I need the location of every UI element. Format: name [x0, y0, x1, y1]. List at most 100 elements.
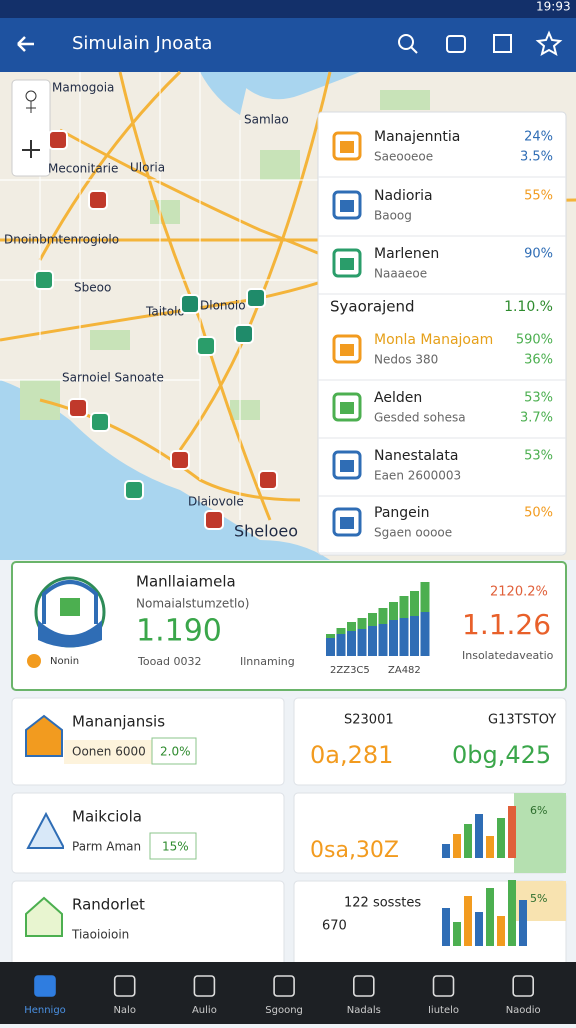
- map-pin[interactable]: [234, 324, 254, 344]
- card-label: 670: [322, 919, 347, 934]
- app-bar: [0, 18, 576, 72]
- map-pin[interactable]: [34, 270, 54, 290]
- map-label: Taitolo: [145, 305, 185, 319]
- map-label: Sbeoo: [74, 281, 111, 295]
- tag: 5%: [530, 892, 547, 905]
- nav-icon[interactable]: [193, 975, 216, 997]
- bar: [347, 622, 356, 631]
- bag-icon[interactable]: [446, 35, 466, 53]
- nav-label[interactable]: Naodio: [506, 1005, 541, 1016]
- list-subtitle: Naaaeoe: [374, 267, 427, 281]
- nav-icon[interactable]: [512, 975, 535, 997]
- bar: [368, 613, 377, 626]
- chip: [64, 835, 144, 859]
- card-title: Randorlet: [72, 896, 145, 914]
- nav-label[interactable]: Nalo: [113, 1005, 136, 1016]
- bar: [486, 836, 494, 858]
- list-title: Aelden: [374, 390, 422, 406]
- bar: [368, 626, 377, 656]
- card-subtitle: Tiaoioioin: [71, 928, 129, 942]
- nav-icon[interactable]: [34, 975, 56, 997]
- card[interactable]: [293, 697, 567, 786]
- bar: [336, 628, 346, 634]
- map-pin[interactable]: [204, 510, 224, 530]
- list-value: 90%: [524, 247, 553, 262]
- list-title: Nadioria: [374, 188, 433, 204]
- note: Tooad 0032: [137, 655, 202, 668]
- map-label: Uloria: [130, 161, 165, 175]
- card-title: Mananjansis: [72, 713, 165, 731]
- chip: [64, 740, 152, 764]
- list-subtitle: Saeooeoe: [374, 150, 433, 164]
- search-icon[interactable]: [398, 34, 414, 50]
- bar: [497, 818, 505, 858]
- nav-icon[interactable]: [113, 975, 136, 997]
- chip: [64, 923, 144, 947]
- app-title: Simulain Jnoata: [72, 33, 212, 54]
- bar: [399, 618, 409, 656]
- map-controls: [11, 79, 51, 177]
- map-pin[interactable]: [246, 288, 266, 308]
- bar: [378, 608, 388, 624]
- map-pin[interactable]: [90, 412, 110, 432]
- map-pin[interactable]: [180, 294, 200, 314]
- back-button[interactable]: [17, 36, 34, 52]
- nav-label[interactable]: Iiutelo: [428, 1005, 459, 1016]
- star-icon[interactable]: [535, 30, 563, 57]
- nav-icon[interactable]: [352, 975, 375, 997]
- list-subtitle: Nedos 380: [374, 353, 438, 367]
- map-pin[interactable]: [48, 130, 68, 150]
- nav-label[interactable]: Sgoong: [265, 1005, 303, 1016]
- map-pin[interactable]: [68, 398, 88, 418]
- bar: [420, 612, 430, 656]
- bar: [410, 591, 419, 616]
- map-pin[interactable]: [88, 190, 108, 210]
- nav-label[interactable]: Aulio: [192, 1005, 217, 1016]
- square-icon[interactable]: [493, 34, 512, 53]
- map-control-box[interactable]: [11, 79, 51, 177]
- nav-icon[interactable]: [432, 975, 455, 997]
- bar: [326, 638, 335, 656]
- list-value: 53%: [524, 391, 553, 406]
- map-pin[interactable]: [124, 480, 144, 500]
- bar: [453, 922, 461, 946]
- badge: Nonin: [50, 656, 79, 667]
- section-value: 1.10.%: [504, 299, 553, 315]
- summary-logo: [27, 576, 106, 668]
- card-value: 2120.2%: [490, 585, 548, 600]
- nav-label[interactable]: Nadals: [347, 1005, 381, 1016]
- card-subtitle: Oonen 6000: [72, 745, 146, 759]
- list-icon-fill: [340, 460, 354, 472]
- map-pin[interactable]: [170, 450, 190, 470]
- list-subtitle: Gesded sohesa: [374, 411, 466, 425]
- card-label: S23001: [344, 713, 394, 728]
- list-icon-fill: [340, 344, 354, 356]
- bar: [357, 618, 367, 629]
- map-label: Dlonoio: [200, 299, 246, 313]
- card-subtitle: Nomaialstumzetlo): [136, 597, 249, 611]
- nav-icon[interactable]: [273, 975, 295, 997]
- nav-label[interactable]: Hennigo: [24, 1005, 66, 1016]
- bar: [442, 908, 450, 946]
- card-highlight: [514, 793, 566, 873]
- bar: [442, 844, 450, 858]
- map-label: Dnoinbmtenrogiolo: [4, 233, 119, 247]
- list-value: 3.5%: [520, 150, 553, 165]
- map-label: Meconitarie: [48, 162, 118, 176]
- list-panel: [317, 111, 567, 556]
- list-value: 53%: [524, 449, 553, 464]
- list-title: Manajenntia: [374, 129, 460, 145]
- list-value: 55%: [524, 189, 553, 204]
- list-value: 24%: [524, 130, 553, 145]
- list-title: Marlenen: [374, 246, 439, 262]
- bar: [453, 834, 461, 858]
- status-bar: [0, 0, 576, 18]
- map-label: Sarnoiel Sanoate: [62, 371, 164, 385]
- list-value: 36%: [524, 353, 553, 368]
- map-pin[interactable]: [258, 470, 278, 490]
- bar: [508, 806, 516, 858]
- value-chip: [151, 737, 197, 765]
- map-pin[interactable]: [196, 336, 216, 356]
- map-label: Samlao: [244, 113, 289, 127]
- axis-label: ZA482: [388, 665, 421, 676]
